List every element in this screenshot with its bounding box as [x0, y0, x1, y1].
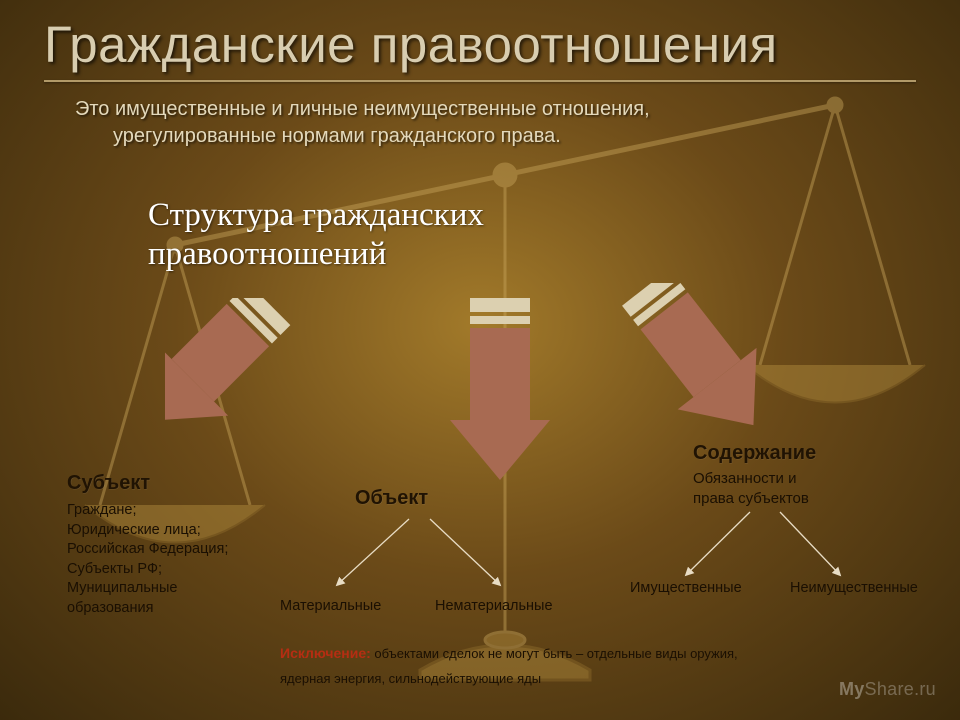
subject-label: Субъект [67, 472, 292, 495]
watermark-left: My [839, 679, 865, 699]
exclusion-note: Исключение: объектами сделок не могут бы… [280, 640, 780, 691]
section-content: Содержание Обязанности иправа субъектов [693, 442, 933, 508]
subtitle-line2: урегулированные нормами гражданского пра… [75, 123, 900, 150]
subject-body: Граждане;Юридические лица;Российская Фед… [67, 501, 292, 618]
subtitle-line1: Это имущественные и личные неимущественн… [75, 98, 650, 120]
structure-heading: Структура гражданских правоотношений [148, 196, 484, 274]
big-arrow-center [440, 298, 560, 488]
section-subject: Субъект Граждане;Юридические лица;Россий… [67, 472, 292, 618]
object-child-nonmaterial: Нематериальные [435, 598, 553, 614]
object-arrows [315, 517, 565, 597]
content-child-property: Имущественные [630, 580, 742, 596]
content-child-nonproperty: Неимущественные [790, 580, 918, 596]
section-object: Объект [355, 487, 635, 510]
watermark: MyShare.ru [839, 679, 936, 700]
slide-subtitle: Это имущественные и личные неимущественн… [0, 82, 960, 150]
object-child-material: Материальные [280, 598, 381, 614]
watermark-right: Share.ru [865, 679, 936, 699]
structure-heading-l1: Структура гражданских [148, 197, 484, 233]
exclusion-label: Исключение: [280, 645, 371, 661]
structure-heading-l2: правоотношений [148, 236, 386, 272]
object-label: Объект [355, 487, 635, 510]
slide-title: Гражданские правоотношения [0, 0, 960, 80]
big-arrow-left [165, 298, 345, 478]
content-sub: Обязанности иправа субъектов [693, 469, 933, 508]
content-arrows [640, 510, 900, 590]
content-label: Содержание [693, 442, 933, 465]
